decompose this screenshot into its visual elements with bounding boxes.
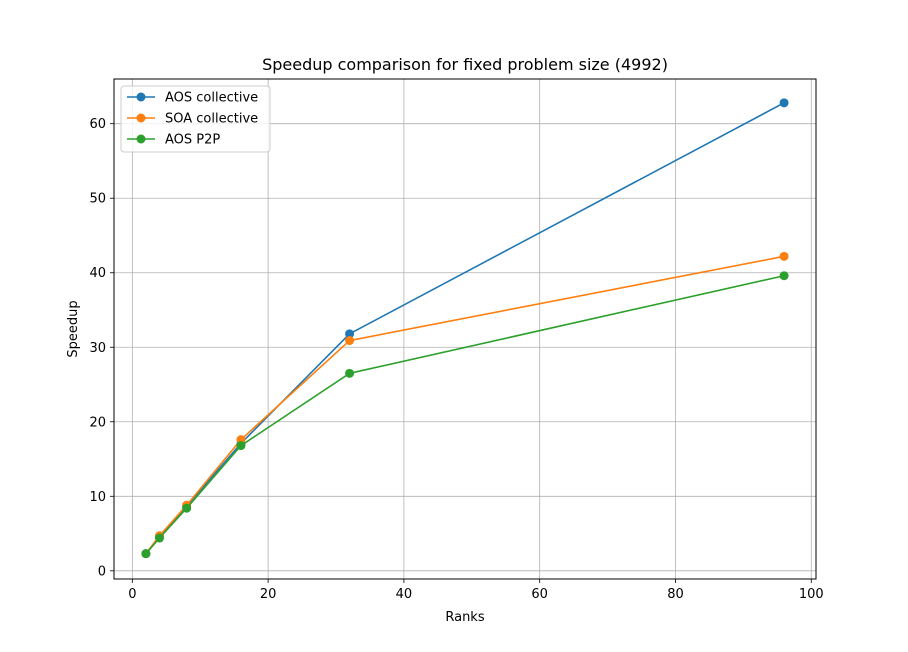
legend-marker <box>136 92 146 102</box>
x-tick-label: 60 <box>531 587 548 602</box>
axes-layer: 0 20 40 60 80 100 0 10 20 30 40 50 60 <box>89 117 823 602</box>
legend-box <box>120 85 271 153</box>
series-aos-p2p <box>141 271 789 559</box>
legend-label: SOA collective <box>165 112 258 127</box>
series-layer <box>141 98 789 559</box>
data-point-aos-p2p <box>154 533 164 543</box>
legend: AOS collective SOA collective AOS P2P <box>120 85 271 153</box>
grid-layer <box>114 79 816 579</box>
y-tick-label: 40 <box>89 266 106 281</box>
legend-marker <box>136 134 146 144</box>
y-tick-label: 20 <box>89 415 106 430</box>
series-soa-collective <box>141 251 789 559</box>
x-tick-label: 20 <box>260 587 277 602</box>
x-tick-label: 40 <box>396 587 413 602</box>
legend-item-soa-collective: SOA collective <box>127 112 258 127</box>
y-tick-label: 30 <box>89 341 106 356</box>
y-tick-label: 60 <box>89 117 106 132</box>
legend-marker <box>136 113 146 123</box>
legend-items: AOS collective SOA collective AOS P2P <box>127 91 258 148</box>
series-aos-collective <box>141 98 789 559</box>
plot-frame <box>113 78 817 580</box>
data-point-aos-collective <box>345 329 355 339</box>
y-tick-label: 0 <box>98 564 106 579</box>
x-tick-label: 0 <box>128 587 136 602</box>
x-tick-label: 100 <box>799 587 824 602</box>
y-tick-label: 10 <box>89 490 106 505</box>
legend-label: AOS collective <box>165 91 258 106</box>
data-point-aos-p2p <box>236 441 246 451</box>
data-point-soa-collective <box>345 336 355 346</box>
series-line-soa-collective <box>145 255 785 555</box>
legend-label: AOS P2P <box>165 133 220 148</box>
data-point-aos-p2p <box>141 549 151 559</box>
legend-item-aos-p2p: AOS P2P <box>127 133 220 148</box>
y-tick-label: 50 <box>89 192 106 207</box>
data-point-aos-p2p <box>182 503 192 513</box>
series-line-aos-collective <box>145 102 785 555</box>
data-point-aos-p2p <box>345 368 355 378</box>
chart-title: Speedup comparison for fixed problem siz… <box>262 55 668 74</box>
data-point-soa-collective <box>779 251 789 261</box>
legend-item-aos-collective: AOS collective <box>127 91 258 106</box>
x-axis-label: Ranks <box>445 610 484 625</box>
data-point-aos-p2p <box>779 271 789 281</box>
x-tick-label: 80 <box>667 587 684 602</box>
y-axis-label: Speedup <box>66 300 81 357</box>
data-point-aos-collective <box>779 98 789 108</box>
